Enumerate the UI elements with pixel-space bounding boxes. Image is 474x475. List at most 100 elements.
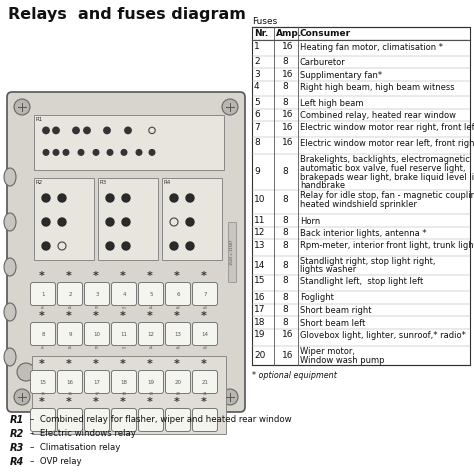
Text: * optional equipment: * optional equipment: [252, 371, 337, 380]
Text: 8: 8: [282, 98, 288, 107]
Text: Standlight right, stop light right,: Standlight right, stop light right,: [300, 257, 436, 266]
Text: 21: 21: [202, 392, 208, 396]
Text: Right high beam, high beam witness: Right high beam, high beam witness: [300, 83, 455, 92]
FancyBboxPatch shape: [84, 408, 109, 431]
Text: 17: 17: [94, 392, 100, 396]
FancyBboxPatch shape: [192, 283, 218, 305]
Text: 8: 8: [282, 260, 288, 269]
Text: Supplimentary fan*: Supplimentary fan*: [300, 70, 382, 79]
Text: 8: 8: [282, 57, 288, 66]
Bar: [252, 190, 470, 209]
Bar: [252, 304, 470, 316]
Circle shape: [43, 150, 49, 155]
Bar: [252, 96, 470, 108]
Bar: [252, 121, 470, 133]
Text: 6: 6: [254, 110, 260, 119]
FancyBboxPatch shape: [84, 283, 109, 305]
FancyBboxPatch shape: [57, 408, 82, 431]
Text: r1: r1: [41, 306, 45, 310]
FancyBboxPatch shape: [138, 283, 164, 305]
Text: 16: 16: [282, 138, 293, 147]
Bar: [228, 222, 236, 282]
Circle shape: [125, 127, 131, 133]
Text: R3: R3: [10, 443, 24, 453]
Circle shape: [122, 194, 130, 202]
Text: e1: e1: [148, 306, 154, 310]
Circle shape: [17, 363, 35, 381]
Text: 18: 18: [254, 318, 265, 327]
Text: 8: 8: [282, 216, 288, 225]
Text: *: *: [93, 311, 99, 321]
Text: *: *: [147, 271, 153, 281]
Bar: [252, 214, 470, 227]
Text: 12: 12: [254, 228, 265, 237]
Ellipse shape: [4, 258, 16, 276]
Bar: [252, 275, 470, 287]
Text: *: *: [120, 271, 126, 281]
Text: 21: 21: [201, 380, 209, 384]
Text: *: *: [39, 397, 45, 407]
FancyBboxPatch shape: [192, 323, 218, 345]
Text: *: *: [201, 271, 207, 281]
Text: *: *: [120, 359, 126, 369]
Circle shape: [106, 218, 114, 226]
Text: Relays  and fuses diagram: Relays and fuses diagram: [8, 7, 246, 22]
Text: *: *: [147, 397, 153, 407]
Text: 1543 = 11587: 1543 = 11587: [230, 239, 234, 265]
FancyBboxPatch shape: [84, 370, 109, 393]
FancyBboxPatch shape: [165, 323, 191, 345]
Text: 13: 13: [254, 241, 265, 250]
Text: *: *: [66, 311, 72, 321]
Bar: [252, 56, 470, 68]
Circle shape: [104, 127, 110, 133]
Text: 16: 16: [66, 380, 73, 384]
Text: 11: 11: [254, 216, 265, 225]
Circle shape: [93, 150, 99, 155]
Text: m: m: [122, 306, 126, 310]
FancyBboxPatch shape: [192, 370, 218, 393]
Text: *: *: [39, 359, 45, 369]
Text: *: *: [174, 397, 180, 407]
Text: 1: 1: [254, 42, 260, 51]
Text: Short beam right: Short beam right: [300, 306, 372, 315]
Text: 4: 4: [122, 292, 126, 296]
Text: brakepads wear light, brake liquid level light,: brakepads wear light, brake liquid level…: [300, 172, 474, 181]
Circle shape: [43, 127, 49, 133]
Text: Heating fan motor, climatisation *: Heating fan motor, climatisation *: [300, 42, 443, 51]
Text: e2: e2: [175, 306, 181, 310]
Text: *: *: [147, 311, 153, 321]
Text: automatic box valve, fuel reserve light,: automatic box valve, fuel reserve light,: [300, 164, 465, 173]
Text: 8: 8: [282, 168, 288, 177]
Bar: [252, 80, 470, 93]
Text: *: *: [66, 271, 72, 281]
Text: f3: f3: [95, 346, 99, 350]
Text: Foglight: Foglight: [300, 294, 334, 303]
Text: 15: 15: [41, 392, 46, 396]
FancyBboxPatch shape: [138, 323, 164, 345]
Circle shape: [106, 242, 114, 250]
Text: *: *: [93, 271, 99, 281]
Text: 14: 14: [254, 260, 265, 269]
Ellipse shape: [4, 348, 16, 366]
Bar: [252, 329, 470, 341]
Text: R2: R2: [36, 180, 43, 185]
Text: –  Combined relay for flasher, wiper and heated rear window: – Combined relay for flasher, wiper and …: [30, 415, 292, 424]
Text: *: *: [147, 359, 153, 369]
FancyBboxPatch shape: [30, 323, 55, 345]
Bar: [252, 316, 470, 329]
Text: 8: 8: [282, 195, 288, 204]
Text: R4: R4: [164, 180, 171, 185]
Text: Rpm-meter, interior front light, trunk light: Rpm-meter, interior front light, trunk l…: [300, 241, 474, 250]
FancyBboxPatch shape: [138, 370, 164, 393]
FancyBboxPatch shape: [57, 283, 82, 305]
Bar: [252, 154, 470, 190]
Text: 3: 3: [254, 70, 260, 79]
Text: *: *: [174, 271, 180, 281]
Text: 7: 7: [203, 292, 207, 296]
Text: 17: 17: [254, 305, 265, 314]
Text: *: *: [39, 311, 45, 321]
Text: e1: e1: [148, 346, 154, 350]
Circle shape: [170, 194, 178, 202]
Text: 19: 19: [148, 392, 154, 396]
Text: Window wash pump: Window wash pump: [300, 356, 384, 365]
